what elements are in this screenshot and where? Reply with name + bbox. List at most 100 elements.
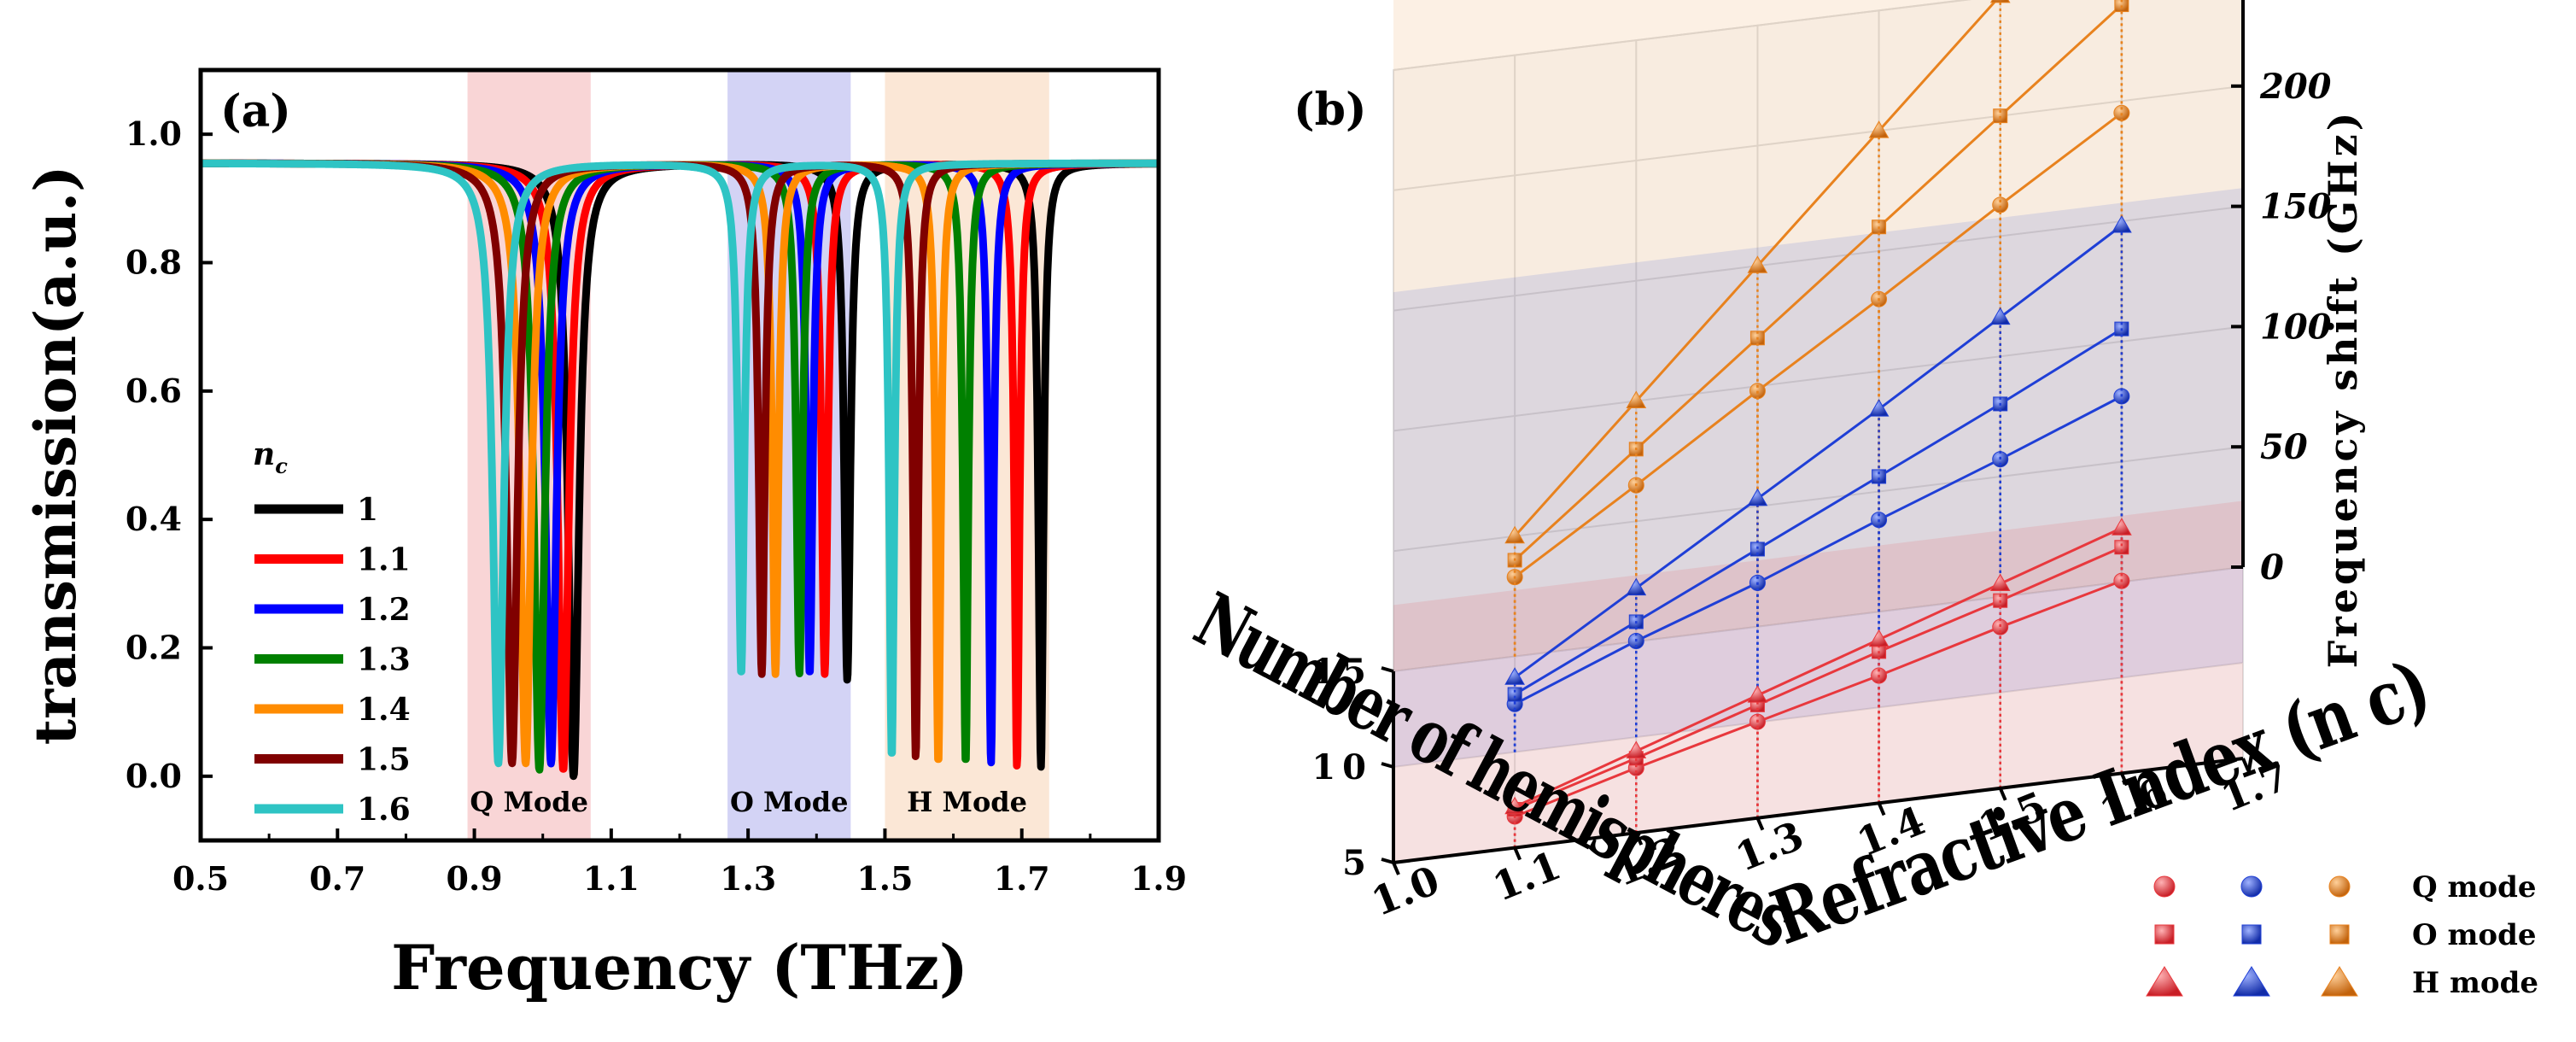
y-tick-label: 15 xyxy=(1311,652,1373,692)
legend-marker xyxy=(2233,966,2270,997)
z-tick-label: 150 xyxy=(2260,187,2332,227)
legend-marker xyxy=(2328,875,2351,898)
series-line xyxy=(1514,327,2123,696)
legend-marker xyxy=(2321,966,2358,997)
y-tick-label: 0.0 xyxy=(126,757,182,795)
series-line xyxy=(201,159,1159,768)
grid-line xyxy=(1393,325,2244,432)
panel-label-b: (b) xyxy=(1294,84,1367,136)
data-point xyxy=(2114,540,2129,555)
data-point xyxy=(1507,687,1522,702)
legend-marker xyxy=(2153,875,2176,898)
panel-a: 0.5 0.7 0.9 1.1 1.3 1.5 1.7 1.9 0.0 0.2 0.4 0.6 0.8 1… xyxy=(22,67,1187,1004)
panel-b: 0501001502002501.01.11.21.31.41.51.61.75… xyxy=(1181,0,2538,1000)
x-tick-label: 1.9 xyxy=(1130,859,1187,898)
legend-marker xyxy=(2240,875,2263,898)
group-planes xyxy=(1393,0,2243,863)
data-point xyxy=(1868,629,1890,647)
series-line xyxy=(1514,3,2123,562)
x-axis-title: Frequency (THz) xyxy=(391,931,968,1004)
legend-label: 1.5 xyxy=(357,742,411,778)
data-point xyxy=(1868,399,1890,417)
series-line xyxy=(1514,546,2123,811)
y-tick xyxy=(1381,858,1394,864)
data-point xyxy=(1868,120,1890,138)
legend-label: 1.3 xyxy=(357,642,411,678)
legend-3d: Q mode O mode H mode xyxy=(2146,870,2538,1000)
series-line xyxy=(1513,0,1999,537)
legend-label: H mode xyxy=(2412,966,2538,1000)
legend-marker xyxy=(2154,924,2175,945)
x-tick xyxy=(1634,832,1644,846)
y-tick-label: 0.6 xyxy=(126,372,182,410)
legend-marker xyxy=(2241,924,2262,945)
x-tick xyxy=(2120,772,2129,787)
group-plane xyxy=(1393,0,2243,671)
y-tick xyxy=(1381,762,1394,769)
x-tick xyxy=(1513,846,1522,861)
data-point xyxy=(1626,577,1647,596)
mode-band-label: O Mode xyxy=(730,786,849,818)
mode-band-label: H Mode xyxy=(907,786,1027,818)
grid-line xyxy=(1393,662,2244,768)
data-point xyxy=(2112,215,2132,233)
mode-band-labels: Q Mode O Mode H Mode xyxy=(470,786,1027,818)
series-line xyxy=(1514,526,2123,809)
grid-line xyxy=(1393,85,2244,191)
legend-marker xyxy=(2146,966,2183,997)
z-tick-label: 0 xyxy=(2260,547,2284,588)
grid-line xyxy=(1393,446,2244,553)
x-tick xyxy=(1877,802,1886,817)
x-tick xyxy=(1392,862,1400,875)
legend-label: Q mode xyxy=(2412,870,2537,904)
legend: nc 1 1.1 1.2 1.3 1.4 1.5 1.6 xyxy=(253,436,411,828)
data-point xyxy=(1504,525,1525,544)
x-tick-label: 1.1 xyxy=(583,859,640,898)
axis-ticks-3d: 0501001502002501.01.11.21.31.41.51.61.75… xyxy=(1311,0,2332,925)
x-tick-label: 1.0 xyxy=(1365,857,1446,925)
x-tick xyxy=(1755,817,1765,831)
mode-band-label: Q Mode xyxy=(470,786,588,818)
legend-label: 1.2 xyxy=(357,592,411,628)
data-point xyxy=(1626,741,1647,758)
series-line xyxy=(1514,395,2123,705)
data-point xyxy=(1626,390,1647,408)
z-tick-label: 50 xyxy=(2260,427,2308,467)
z-tick-label: 200 xyxy=(2259,67,2332,107)
x-tick-label: 1.3 xyxy=(720,859,776,898)
data-point xyxy=(1989,0,2011,3)
x-tick-label: 1.7 xyxy=(994,859,1050,898)
x-tick xyxy=(1998,787,2007,801)
data-point xyxy=(1747,488,1768,506)
data-point xyxy=(1504,796,1525,815)
y-axis-title: transmission(a.u.) xyxy=(22,166,89,746)
series-line xyxy=(1514,579,2123,818)
y-tick-label: 0.4 xyxy=(126,500,182,538)
y-tick-label: 0.8 xyxy=(126,243,182,282)
y-tick-label: 1.0 xyxy=(126,114,182,153)
y-tick-label: 0.2 xyxy=(126,629,182,667)
axis-ticks: 0.5 0.7 0.9 1.1 1.3 1.5 1.7 1.9 0.0 0.2 0.4 0.6 0.8 1… xyxy=(126,114,1187,898)
data-point xyxy=(1504,667,1525,685)
data-point xyxy=(1992,196,2009,214)
legend-label: O mode xyxy=(2412,918,2537,952)
x-axis xyxy=(1393,757,2244,864)
grid-line xyxy=(1393,566,2244,672)
x-tick-label: 0.9 xyxy=(447,859,503,898)
legend-label: 1.6 xyxy=(357,792,411,828)
y-tick-label: 5 xyxy=(1342,843,1373,883)
data-point xyxy=(1989,573,2011,591)
series-line xyxy=(1514,224,2123,679)
series-line xyxy=(1514,112,2123,578)
grid-line xyxy=(1393,0,1971,71)
x-tick-label: 0.7 xyxy=(309,859,365,898)
data-point xyxy=(1747,255,1768,273)
panel-label-a: (a) xyxy=(220,85,291,138)
legend-title: nc xyxy=(253,436,288,478)
legend-marker xyxy=(2329,924,2350,945)
legend-label: 1 xyxy=(357,492,378,528)
legend-label: 1.1 xyxy=(357,542,411,578)
z-axis-title: Frequency shift (GHz) xyxy=(2320,109,2366,669)
z-tick-label: 100 xyxy=(2260,307,2332,347)
